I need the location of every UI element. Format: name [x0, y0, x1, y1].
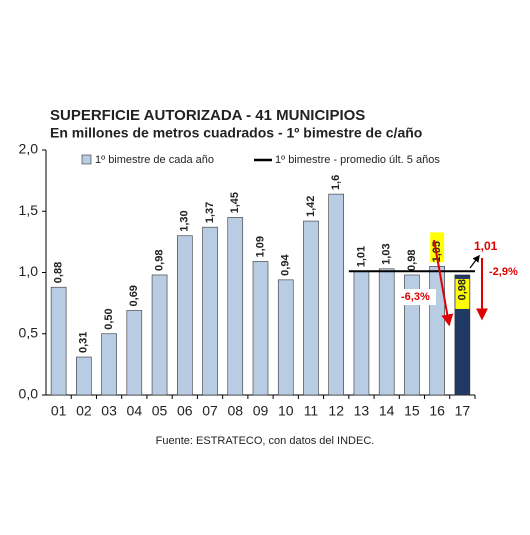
- value-label: 1,6: [330, 175, 342, 190]
- annotation: -2,9%: [489, 266, 518, 278]
- y-tick-label: 1,0: [19, 263, 39, 279]
- x-tick-label: 15: [404, 403, 420, 419]
- arrow: [433, 239, 454, 327]
- bar: [328, 193, 345, 396]
- bar: [151, 274, 168, 396]
- x-tick-label: 01: [51, 403, 67, 419]
- x-tick-label: 08: [227, 403, 243, 419]
- x-tick-label: 03: [101, 403, 117, 419]
- chart-title: SUPERFICIE AUTORIZADA - 41 MUNICIPIOS: [50, 107, 365, 124]
- chart-subtitle: En millones de metros cuadrados - 1º bim…: [50, 125, 422, 141]
- bar: [227, 217, 244, 396]
- x-tick-label: 16: [429, 403, 445, 419]
- value-label: 1,01: [355, 246, 367, 267]
- bar: [277, 279, 294, 396]
- value-label: 1,30: [179, 210, 191, 231]
- value-label: 1,37: [204, 202, 216, 223]
- value-label: 0,50: [103, 308, 115, 329]
- value-label: 0,98: [406, 250, 418, 271]
- x-tick-label: 13: [354, 403, 370, 419]
- value-label: 1,45: [229, 192, 241, 213]
- x-tick-label: 14: [379, 403, 395, 419]
- bar: [176, 235, 193, 396]
- annotation-box: [398, 289, 436, 305]
- x-tick-label: 09: [253, 403, 269, 419]
- value-label: 1,09: [254, 236, 266, 257]
- value-label: 1,03: [381, 243, 393, 264]
- bar: [101, 333, 117, 396]
- bar: [303, 220, 319, 396]
- bar: [378, 268, 395, 396]
- value-label: 1,42: [305, 196, 317, 217]
- y-tick-label: 1,5: [19, 202, 39, 218]
- value-label: 0,98: [456, 279, 468, 300]
- bar: [353, 270, 370, 396]
- x-tick-label: 05: [152, 403, 168, 419]
- legend-label: 1º bimestre - promedio últ. 5 años: [275, 154, 440, 166]
- bar: [76, 356, 92, 396]
- bar: [126, 310, 143, 396]
- y-tick-label: 0,0: [19, 386, 39, 402]
- x-tick-label: 06: [177, 403, 193, 419]
- x-tick-label: 17: [455, 403, 471, 419]
- footnote: Fuente: ESTRATECO, con datos del INDEC.: [156, 435, 375, 447]
- label-highlight: [430, 232, 445, 263]
- bar: [252, 261, 269, 396]
- x-tick-label: 10: [278, 403, 294, 419]
- y-tick-label: 2,0: [19, 141, 39, 157]
- x-tick-label: 11: [304, 403, 319, 419]
- label-highlight: [455, 278, 470, 309]
- bar: [202, 226, 218, 396]
- value-label: 0,69: [128, 285, 140, 306]
- x-tick-label: 02: [76, 403, 92, 419]
- x-tick-label: 12: [328, 403, 344, 419]
- x-tick-label: 07: [202, 403, 218, 419]
- annotation: -6,3%: [401, 291, 430, 303]
- value-label: 0,98: [153, 250, 165, 271]
- annotation: 1,01: [474, 239, 498, 253]
- value-label: 0,94: [280, 254, 292, 276]
- x-tick-label: 04: [127, 403, 143, 419]
- legend-label: 1º bimestre de cada año: [95, 154, 214, 166]
- value-label: 0,88: [53, 262, 65, 283]
- arrow: [469, 254, 480, 269]
- legend-swatch: [81, 154, 92, 165]
- bar: [50, 286, 67, 396]
- value-label: 0,31: [78, 332, 90, 353]
- y-tick-label: 0,5: [19, 324, 39, 340]
